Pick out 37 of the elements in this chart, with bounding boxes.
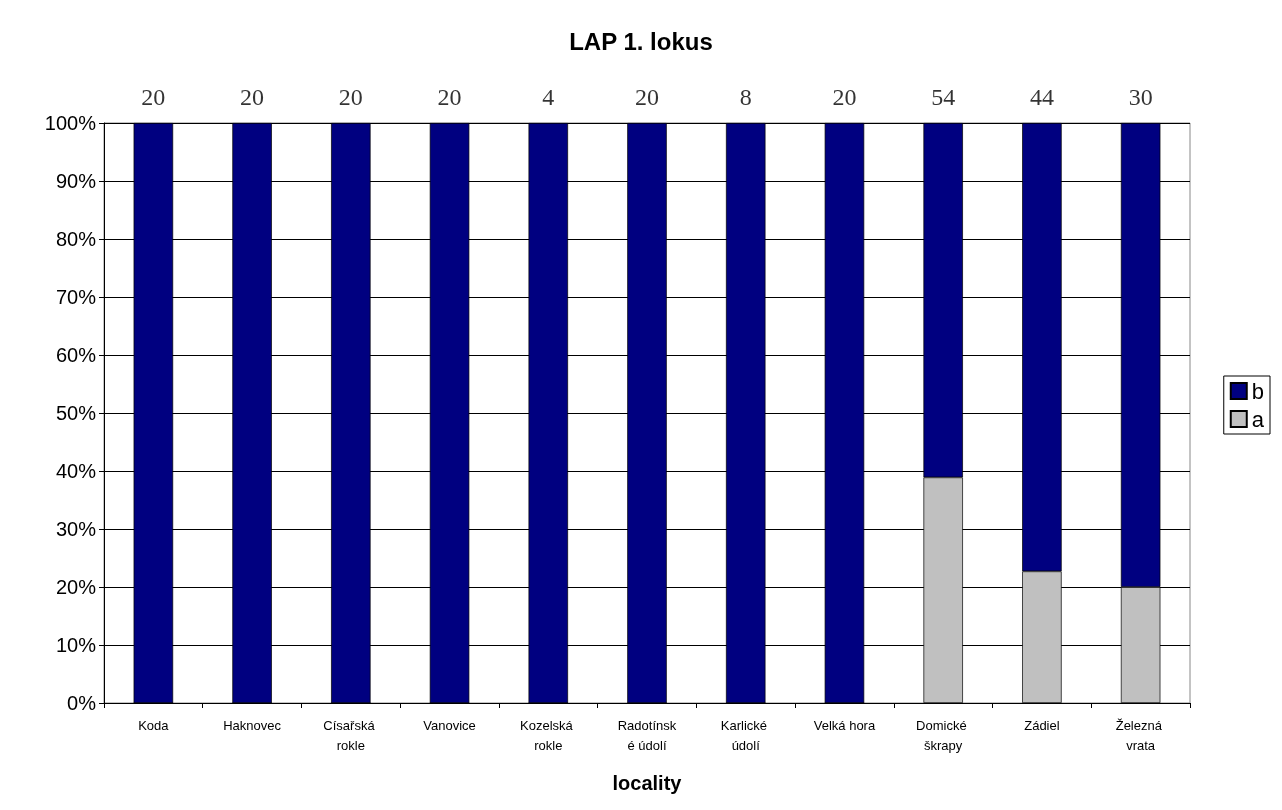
annotation: 20 (635, 84, 659, 110)
x-tick-label: Zádiel (1024, 717, 1060, 733)
annotation: 54 (931, 84, 956, 110)
annotation: 20 (141, 84, 166, 110)
x-tick-label: Železná vrata (1115, 717, 1166, 753)
y-tick-label: 0% (67, 692, 97, 714)
annotation: 20 (240, 84, 265, 110)
annotation: 20 (338, 84, 363, 110)
x-tick-label: Císařská rokle (323, 717, 379, 753)
annotation: 4 (542, 84, 555, 110)
y-tick-label: 90% (55, 170, 97, 192)
y-tick-label: 10% (55, 634, 97, 656)
annotation: 20 (437, 84, 462, 110)
x-tick-label: Karlické údolí (720, 717, 771, 753)
x-tick-label: Vanovice (423, 717, 476, 733)
x-tick-label: Radotínské údolí (617, 717, 677, 753)
x-tick-label: Koda (138, 717, 170, 733)
y-tick-label: 20% (55, 576, 97, 598)
y-tick-label: 40% (55, 460, 97, 482)
annotation: 20 (832, 84, 857, 110)
y-tick-label: 30% (55, 518, 97, 540)
y-tick-label: 70% (55, 286, 97, 308)
legend-label: a (1251, 406, 1265, 432)
x-tick-label: Domické škrapy (916, 717, 971, 753)
y-tick-label: 50% (55, 402, 97, 424)
annotation: 8 (739, 84, 752, 110)
x-tick-label: Kozelská rokle (520, 717, 577, 753)
annotation: 30 (1128, 84, 1153, 110)
x-tick-label: Velká hora (813, 717, 876, 733)
y-tick-label: 80% (55, 228, 97, 250)
chart-title: LAP 1. lokus (569, 27, 713, 55)
x-tick-label: Haknovec (223, 717, 282, 733)
x-axis-title: locality (612, 772, 683, 794)
y-tick-label: 60% (55, 344, 97, 366)
legend-label: b (1251, 378, 1265, 404)
annotation: 44 (1029, 84, 1054, 110)
y-tick-label: 100% (44, 112, 97, 134)
